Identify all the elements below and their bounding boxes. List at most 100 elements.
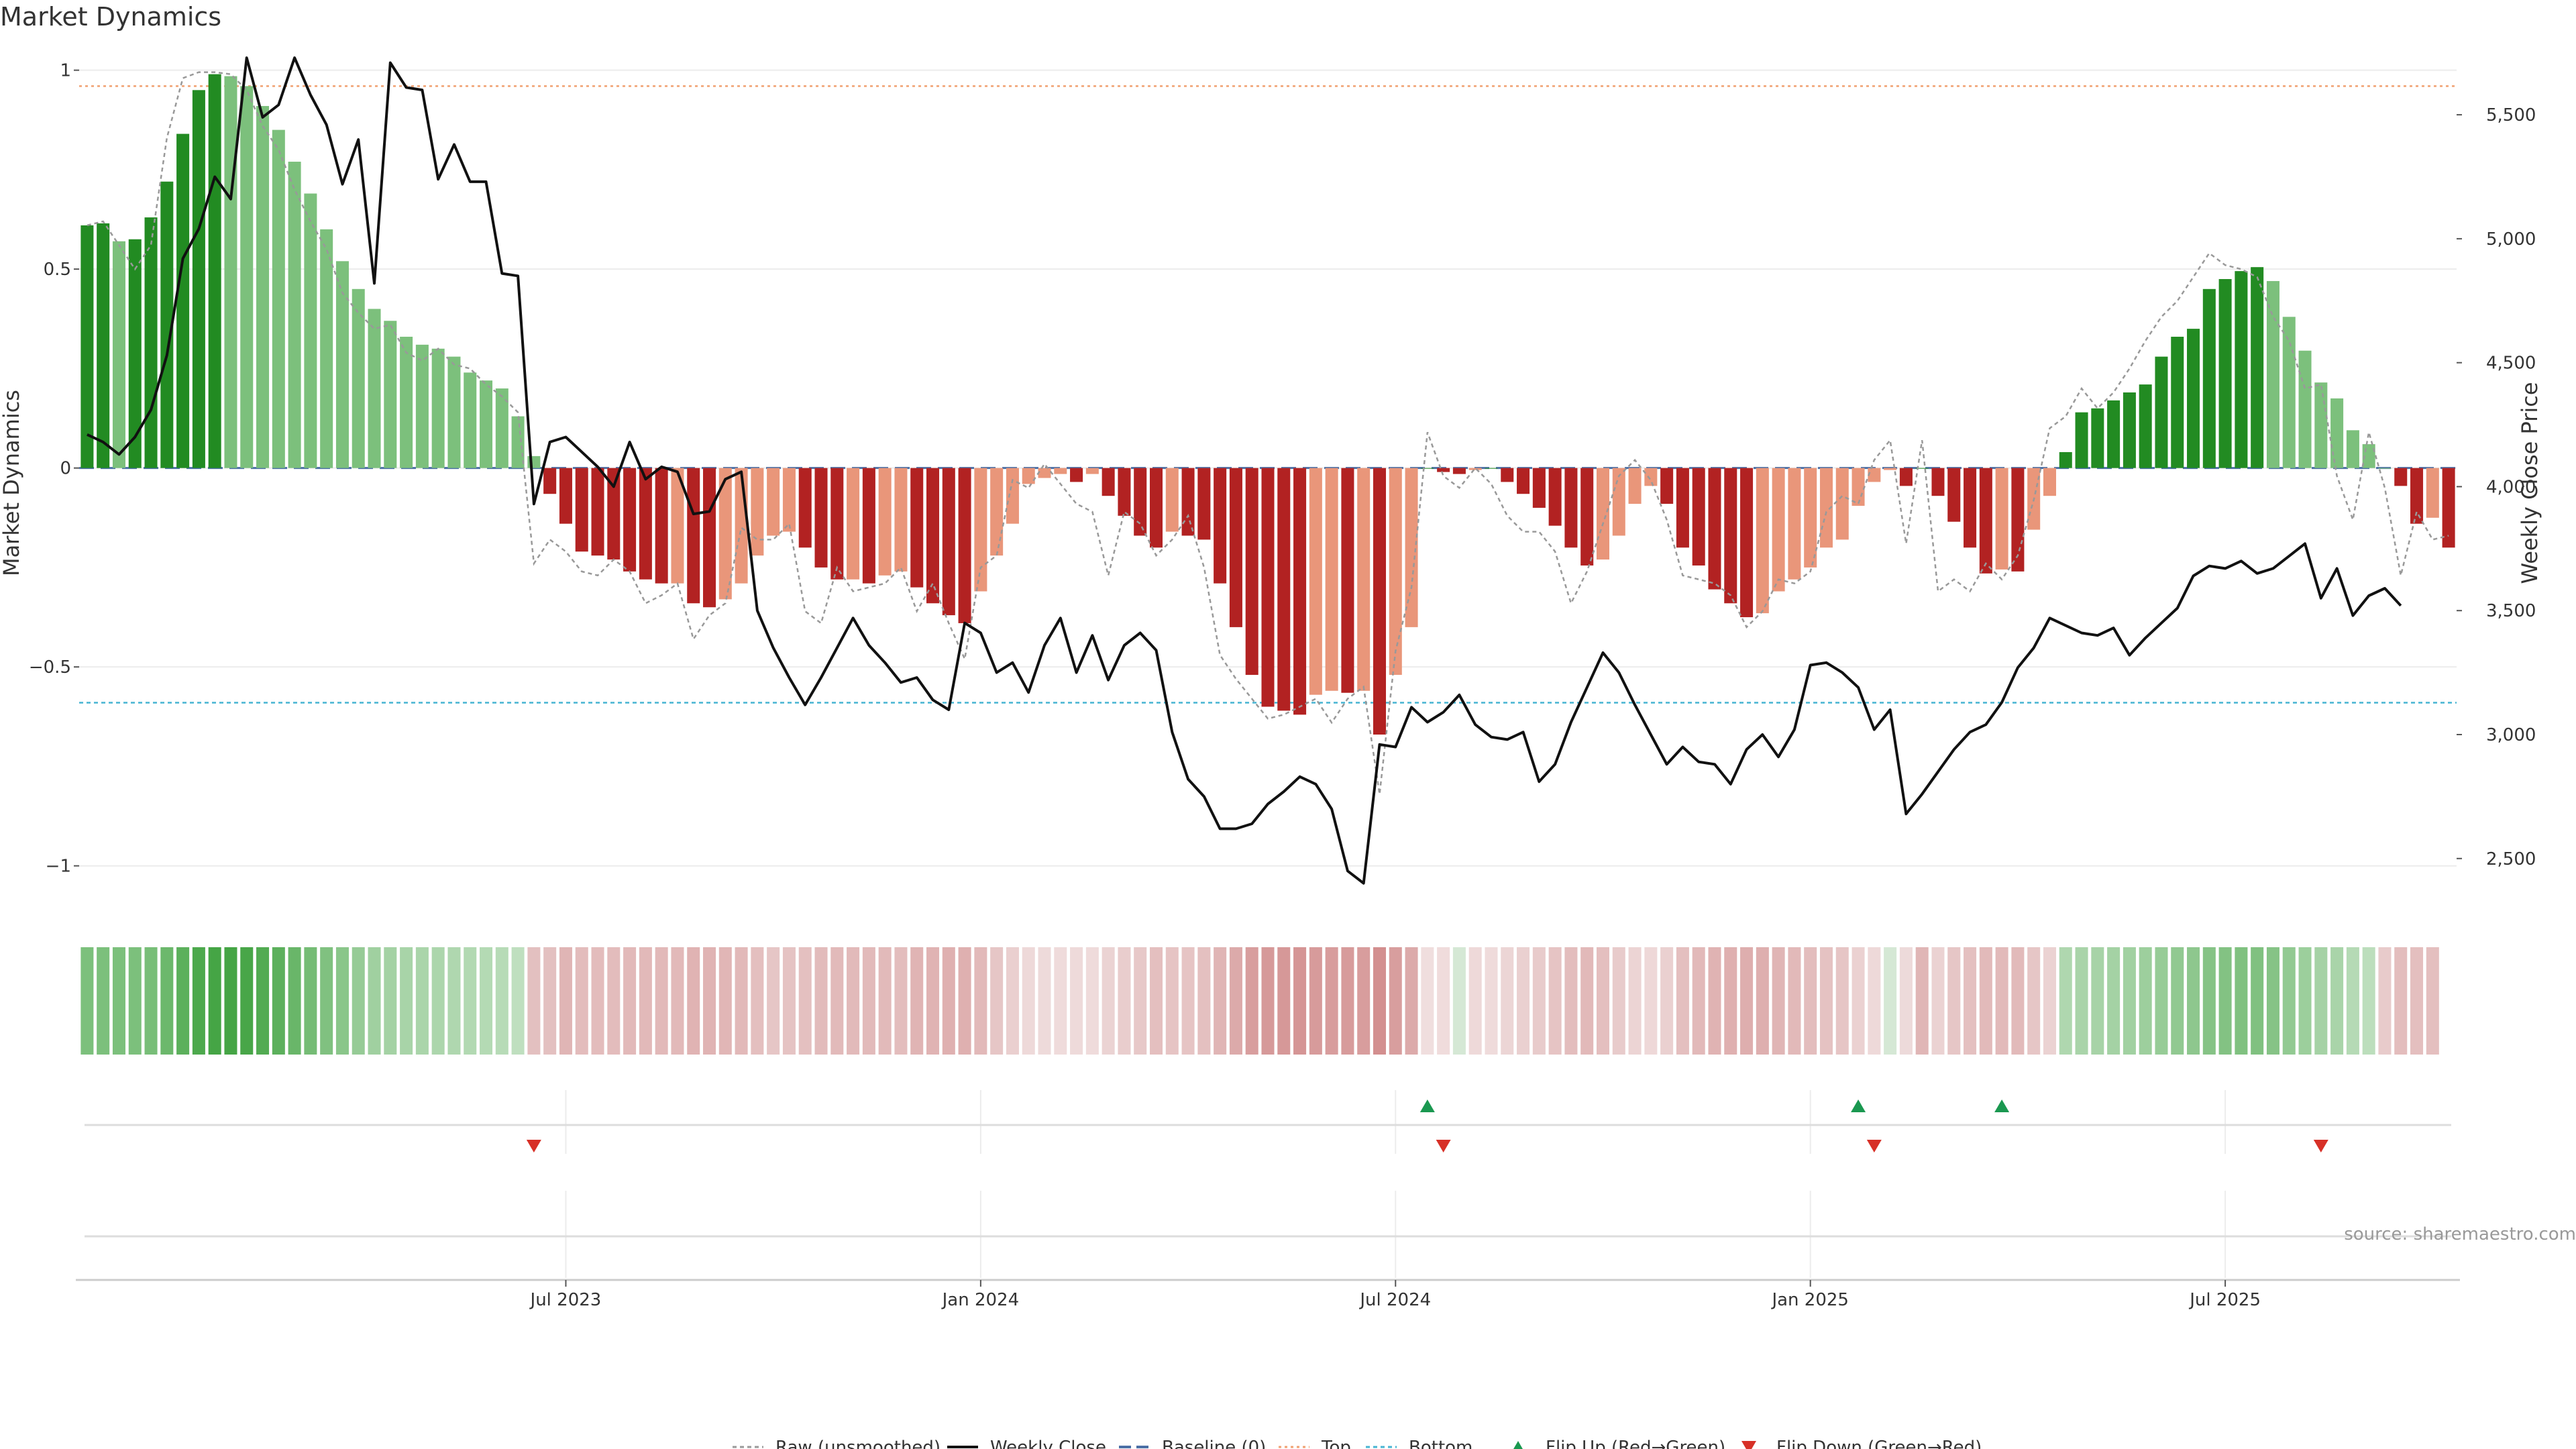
bar bbox=[1309, 468, 1322, 695]
heat-cell bbox=[1947, 947, 1961, 1055]
heat-cell bbox=[1452, 947, 1466, 1055]
bar bbox=[1421, 468, 1434, 469]
bar bbox=[1197, 468, 1211, 540]
bar bbox=[2075, 412, 2088, 468]
right-tick-label: 3,500 bbox=[2486, 601, 2536, 621]
heat-cell bbox=[2362, 947, 2375, 1055]
heat-cell bbox=[160, 947, 174, 1055]
bar bbox=[415, 344, 429, 468]
heat-cell bbox=[703, 947, 716, 1055]
heat-cell bbox=[2314, 947, 2328, 1055]
bar bbox=[176, 133, 190, 468]
bar bbox=[1660, 468, 1674, 504]
heat-cell bbox=[1628, 947, 1642, 1055]
heat-cell bbox=[1181, 947, 1195, 1055]
bar bbox=[2107, 400, 2121, 468]
bar bbox=[1979, 468, 1992, 574]
right-axis-label: Weekly Close Price bbox=[2517, 382, 2542, 584]
heat-cell bbox=[527, 947, 541, 1055]
heat-cell bbox=[830, 947, 844, 1055]
bar bbox=[1325, 468, 1338, 691]
heat-cell bbox=[1580, 947, 1594, 1055]
bar bbox=[2346, 430, 2359, 468]
heat-cell bbox=[2298, 947, 2312, 1055]
left-tick-label: 0.5 bbox=[44, 260, 71, 280]
heat-cell bbox=[910, 947, 924, 1055]
bar bbox=[2011, 468, 2025, 572]
heat-cell bbox=[1054, 947, 1067, 1055]
weekly-close-line bbox=[87, 56, 2402, 885]
bar bbox=[2091, 408, 2104, 468]
legend-label: Baseline (0) bbox=[1162, 1438, 1266, 1449]
heat-cell bbox=[1468, 947, 1482, 1055]
bar bbox=[1181, 468, 1195, 536]
bar bbox=[1995, 468, 2008, 570]
bar bbox=[1835, 468, 1849, 540]
heat-cell bbox=[926, 947, 940, 1055]
heat-cell bbox=[384, 947, 397, 1055]
chart-title: Market Dynamics bbox=[0, 2, 221, 32]
bar bbox=[400, 336, 413, 468]
x-tick-label: Jul 2024 bbox=[1358, 1290, 1431, 1310]
bar bbox=[2426, 468, 2439, 518]
heat-cell bbox=[2394, 947, 2408, 1055]
bar bbox=[1580, 468, 1594, 566]
heat-cell bbox=[1261, 947, 1275, 1055]
bar bbox=[2298, 350, 2312, 468]
bar bbox=[2187, 329, 2200, 468]
heat-cell bbox=[2155, 947, 2168, 1055]
heat-cell bbox=[1868, 947, 1881, 1055]
bar bbox=[782, 468, 796, 532]
heat-cell bbox=[208, 947, 221, 1055]
heat-cell bbox=[894, 947, 908, 1055]
bar bbox=[464, 372, 477, 468]
bar bbox=[1357, 468, 1371, 691]
bar bbox=[1851, 468, 1865, 506]
heat-cell bbox=[655, 947, 668, 1055]
bar bbox=[112, 241, 125, 468]
heat-cell bbox=[1357, 947, 1371, 1055]
heat-cell bbox=[1277, 947, 1291, 1055]
heat-cell bbox=[335, 947, 349, 1055]
right-tick-label: 3,000 bbox=[2486, 725, 2536, 745]
bar bbox=[575, 468, 588, 552]
heat-cell bbox=[575, 947, 588, 1055]
bar bbox=[1532, 468, 1546, 508]
heat-cell bbox=[591, 947, 604, 1055]
heat-cell bbox=[1819, 947, 1833, 1055]
bar bbox=[224, 76, 237, 468]
bar bbox=[543, 468, 557, 494]
heat-cell bbox=[1102, 947, 1115, 1055]
heat-cell bbox=[192, 947, 205, 1055]
heat-cell bbox=[2282, 947, 2296, 1055]
flip-down-marker bbox=[1436, 1140, 1451, 1152]
bar bbox=[1756, 468, 1769, 614]
bar bbox=[431, 348, 445, 468]
bar bbox=[1915, 468, 1929, 469]
bar bbox=[751, 468, 764, 556]
heat-cell bbox=[1501, 947, 1514, 1055]
bar bbox=[1214, 468, 1227, 584]
heat-cell bbox=[1038, 947, 1051, 1055]
heat-cell bbox=[2027, 947, 2041, 1055]
heat-cell bbox=[2091, 947, 2104, 1055]
bar bbox=[495, 388, 508, 468]
bar bbox=[703, 468, 716, 608]
bar bbox=[97, 223, 110, 468]
legend-label: Raw (unsmoothed) bbox=[775, 1438, 941, 1449]
bar bbox=[1070, 468, 1083, 482]
left-tick-label: 0 bbox=[60, 459, 71, 479]
right-axis-ticks: 5,500 5,000 4,500 4,000 3,500 3,000 2,500 bbox=[2457, 105, 2536, 869]
x-tick-label: Jan 2024 bbox=[941, 1290, 1020, 1310]
heat-cell bbox=[782, 947, 796, 1055]
bar bbox=[894, 468, 908, 572]
bar bbox=[80, 225, 94, 468]
bar bbox=[1644, 468, 1658, 486]
heat-cell bbox=[990, 947, 1004, 1055]
heat-cell bbox=[1964, 947, 1977, 1055]
x-tick-label: Jul 2023 bbox=[529, 1290, 602, 1310]
bar bbox=[1118, 468, 1131, 516]
bar bbox=[1085, 468, 1099, 474]
bar bbox=[974, 468, 987, 592]
bar bbox=[304, 193, 317, 468]
